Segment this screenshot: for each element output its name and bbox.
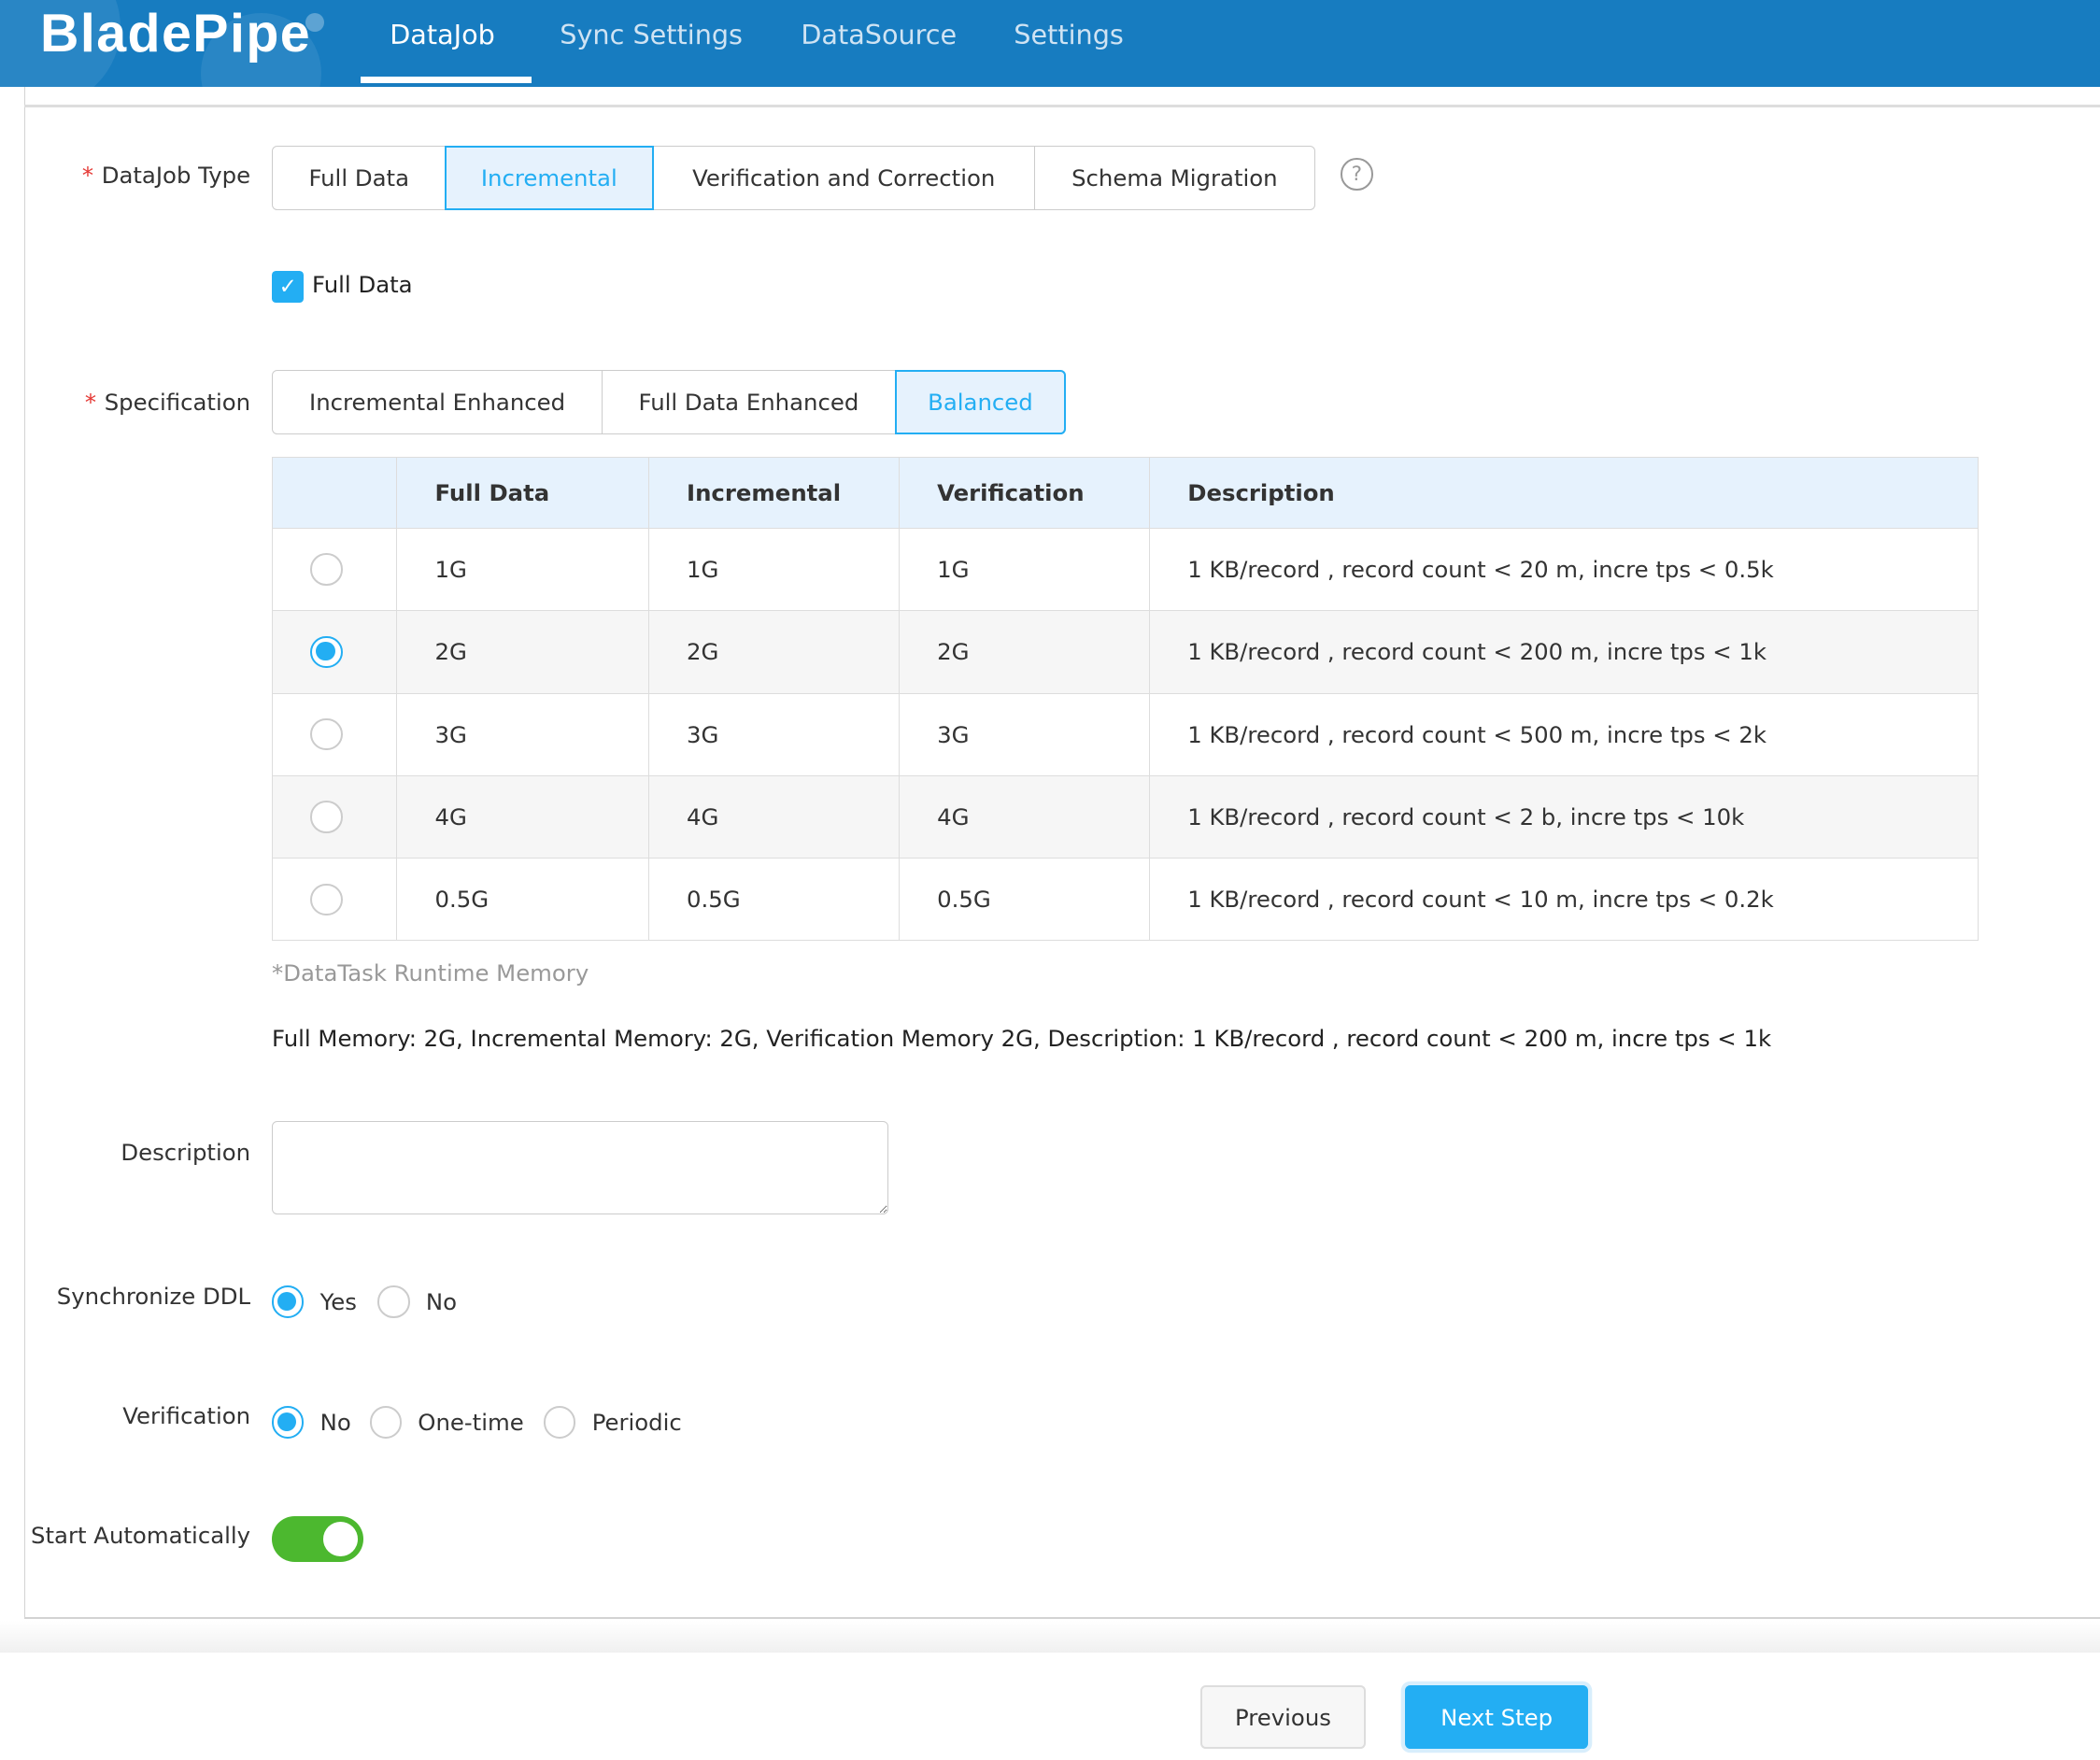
type-schema-migration[interactable]: Schema Migration <box>1033 146 1315 211</box>
col-header-verification: Verification <box>898 456 1151 529</box>
verification-label: Verification <box>122 1402 251 1430</box>
cell-incremental: 3G <box>647 692 900 776</box>
cell-description: 1 KB/record , record count < 200 m, incr… <box>1149 610 1979 694</box>
radio-icon <box>272 1285 305 1318</box>
label-text: DataJob Type <box>101 162 251 190</box>
spec-incremental-enhanced[interactable]: Incremental Enhanced <box>272 369 603 434</box>
cell-full-data: 3G <box>396 692 649 776</box>
label-text: Specification <box>104 388 251 416</box>
cell-incremental: 4G <box>647 774 900 859</box>
radio-label: One-time <box>418 1409 524 1437</box>
row-select-cell[interactable] <box>272 774 398 859</box>
cell-description: 1 KB/record , record count < 10 m, incre… <box>1149 858 1979 942</box>
next-step-button[interactable]: Next Step <box>1404 1684 1589 1750</box>
cell-verification: 1G <box>898 527 1151 612</box>
start-automatically-label: Start Automatically <box>31 1521 251 1549</box>
row-select-cell[interactable] <box>272 610 398 694</box>
datajob-type-label: * DataJob Type <box>82 162 250 189</box>
runtime-memory-note: *DataTask Runtime Memory <box>272 958 589 986</box>
cell-description: 1 KB/record , record count < 500 m, incr… <box>1149 692 1979 776</box>
cell-description: 1 KB/record , record count < 20 m, incre… <box>1149 527 1979 612</box>
cell-full-data: 1G <box>396 527 649 612</box>
type-full-data[interactable]: Full Data <box>272 146 447 211</box>
description-input[interactable] <box>272 1121 888 1215</box>
cell-incremental: 0.5G <box>647 858 900 942</box>
cell-full-data: 0.5G <box>396 858 649 942</box>
row-radio[interactable] <box>310 635 343 669</box>
radio-label: Periodic <box>591 1409 682 1437</box>
description-label: Description <box>121 1138 251 1166</box>
radio-icon <box>544 1406 576 1439</box>
full-data-checkbox-label: Full Data <box>312 270 413 298</box>
type-verification-correction[interactable]: Verification and Correction <box>652 146 1036 211</box>
full-data-checkbox[interactable]: ✓ <box>272 270 305 303</box>
cell-verification: 2G <box>898 610 1151 694</box>
nav-tab-settings[interactable]: Settings <box>1014 19 1124 51</box>
col-header-incremental: Incremental <box>647 456 900 529</box>
required-mark: * <box>81 162 94 190</box>
verification-periodic-radio[interactable]: Periodic <box>544 1406 682 1439</box>
cell-incremental: 1G <box>647 527 900 612</box>
question-circle-icon[interactable]: ? <box>1341 158 1373 191</box>
cell-verification: 3G <box>898 692 1151 776</box>
radio-label: Yes <box>319 1288 357 1316</box>
top-nav-bar: BladePipe DataJob Sync Settings DataSour… <box>0 0 2100 88</box>
divider <box>23 104 2100 107</box>
sync-ddl-no-radio[interactable]: No <box>377 1285 458 1318</box>
spec-balanced[interactable]: Balanced <box>894 369 1067 434</box>
spec-summary: Full Memory: 2G, Incremental Memory: 2G,… <box>272 1024 1772 1052</box>
specification-label: * Specification <box>85 389 250 416</box>
nav-tab-datasource[interactable]: DataSource <box>801 19 958 51</box>
radio-icon <box>272 1406 305 1439</box>
radio-icon <box>377 1285 410 1318</box>
previous-button[interactable]: Previous <box>1199 1684 1367 1750</box>
row-radio[interactable] <box>310 883 343 915</box>
cell-full-data: 4G <box>396 774 649 859</box>
spec-table: Full Data Incremental Verification Descr… <box>272 456 1979 942</box>
cell-full-data: 2G <box>396 610 649 694</box>
form-panel <box>23 87 2100 1620</box>
col-header-full-data: Full Data <box>396 456 649 529</box>
verification-no-radio[interactable]: No <box>272 1406 351 1439</box>
cell-description: 1 KB/record , record count < 2 b, incre … <box>1149 774 1979 859</box>
table-row[interactable]: 2G 2G 2G 1 KB/record , record count < 20… <box>272 610 1979 694</box>
type-incremental[interactable]: Incremental <box>444 146 654 211</box>
divider <box>0 1620 2100 1654</box>
table-header-row: Full Data Incremental Verification Descr… <box>272 456 1979 529</box>
row-select-cell[interactable] <box>272 692 398 776</box>
row-radio[interactable] <box>310 553 343 586</box>
col-header-select <box>272 456 398 529</box>
nav-tab-sync-settings[interactable]: Sync Settings <box>560 19 743 51</box>
row-select-cell[interactable] <box>272 527 398 612</box>
col-header-description: Description <box>1149 456 1979 529</box>
row-select-cell[interactable] <box>272 858 398 942</box>
sync-ddl-label: Synchronize DDL <box>56 1283 251 1311</box>
verification-one-time-radio[interactable]: One-time <box>369 1406 524 1439</box>
active-tab-indicator <box>360 76 532 83</box>
row-radio[interactable] <box>310 801 343 833</box>
table-row[interactable]: 3G 3G 3G 1 KB/record , record count < 50… <box>272 692 1979 776</box>
cell-incremental: 2G <box>647 610 900 694</box>
nav-tab-datajob[interactable]: DataJob <box>390 19 495 51</box>
cell-verification: 0.5G <box>898 858 1151 942</box>
sync-ddl-yes-radio[interactable]: Yes <box>272 1285 357 1318</box>
table-row[interactable]: 1G 1G 1G 1 KB/record , record count < 20… <box>272 527 1979 612</box>
row-radio[interactable] <box>310 717 343 751</box>
radio-label: No <box>319 1409 351 1437</box>
start-automatically-toggle[interactable] <box>272 1515 363 1562</box>
table-row[interactable]: 0.5G 0.5G 0.5G 1 KB/record , record coun… <box>272 858 1979 942</box>
spec-full-data-enhanced[interactable]: Full Data Enhanced <box>601 369 897 434</box>
required-mark: * <box>84 388 97 416</box>
table-row[interactable]: 4G 4G 4G 1 KB/record , record count < 2 … <box>272 774 1979 859</box>
radio-label: No <box>425 1288 458 1316</box>
cell-verification: 4G <box>898 774 1151 859</box>
radio-icon <box>369 1406 403 1439</box>
bladepipe-logo[interactable]: BladePipe <box>40 3 312 64</box>
